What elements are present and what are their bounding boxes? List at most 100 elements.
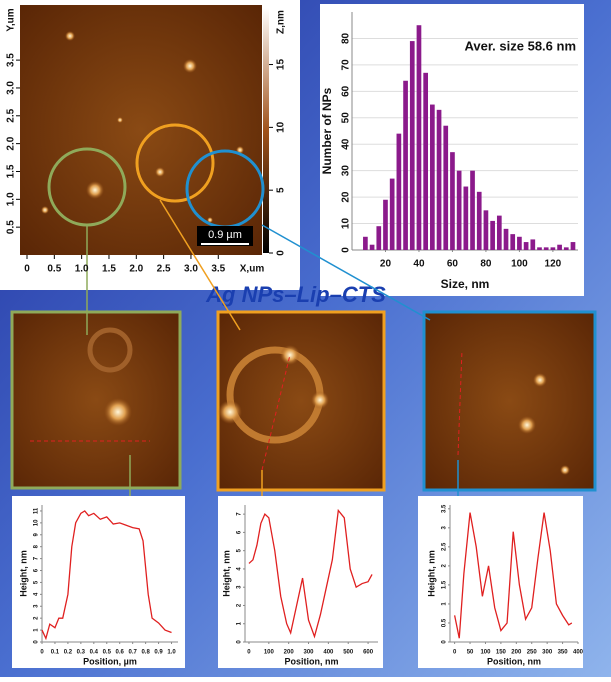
y-tick-label: 8 [34,544,40,548]
bar [383,199,388,250]
bar [436,109,442,250]
y-tick-label: 10 [341,218,352,230]
y-tick-label: 0 [237,640,243,644]
x-tick-label: 2.0 [129,264,143,275]
y-tick-label: 0 [34,640,40,644]
y-tick-label: 40 [341,138,352,150]
x-axis-label: Position, nm [487,656,541,666]
figure-title: Ag NPs–Lip–CTS [205,282,386,307]
x-tick-label: 300 [304,650,315,656]
x-tick-label: 0.9 [154,650,163,656]
x-tick-label: 1.5 [102,264,116,275]
y-tick-label: 4 [34,592,40,596]
x-tick-label: 0.1 [51,650,60,656]
bar [563,247,569,250]
x-tick-label: 400 [323,650,334,656]
z-axis-label: Z,nm [276,10,287,34]
scale-bar-box [197,226,253,246]
y-tick-label: 30 [341,165,352,177]
bar [409,41,415,250]
bar [570,242,576,250]
y-tick-label: 6 [34,568,40,572]
z-tick-label: 10 [276,121,287,133]
y-tick-label: 10 [34,519,40,526]
x-tick-label: 0 [453,650,457,656]
y-tick-label: 80 [341,32,352,44]
colorbar [263,8,269,253]
bar [450,152,455,250]
x-tick-label: 0.2 [64,650,73,656]
x-tick-label: 200 [511,650,522,656]
bar [416,25,422,250]
x-tick-label: 300 [542,650,553,656]
y-tick-label: 0 [442,640,448,644]
x-tick-label: 0 [40,650,44,656]
x-tick-label: 1.0 [167,650,176,656]
afm-image [20,5,262,255]
y-tick-label: 60 [341,85,352,97]
y-tick-label: 2 [442,564,448,568]
y-axis-label: Y,um [6,8,17,31]
y-axis-label: Height, nm [426,550,436,597]
y-tick-label: 70 [341,59,352,71]
y-tick-label: 2 [237,603,243,607]
y-tick-label: 3 [34,604,40,608]
x-tick-label: 0 [247,650,251,656]
bar [363,236,368,250]
bar [423,72,429,250]
y-tick-label: 0 [341,247,352,253]
x-tick-label: 400 [573,650,584,656]
y-tick-label: 5 [237,548,243,552]
x-tick-label: 0.5 [103,650,112,656]
bar [496,215,502,250]
zoom-images [10,310,597,492]
profile-line [248,508,373,639]
x-tick-label: 60 [447,259,459,270]
bar [537,247,542,250]
x-tick-label: 600 [363,650,374,656]
bar [463,186,469,250]
bar [396,133,402,250]
bar [557,244,562,250]
region-circle [135,123,215,203]
y-tick-label: 5 [34,580,40,584]
bar [403,80,408,250]
bar [430,104,435,250]
x-tick-label: 0 [24,264,30,275]
x-tick-label: 0.7 [128,650,137,656]
x-tick-label: 20 [380,259,392,270]
y-tick-label: 3.0 [6,81,17,95]
x-tick-label: 2.5 [157,264,171,275]
y-tick-label: 0.5 [442,618,448,627]
bar [503,228,509,250]
bar [443,125,449,250]
y-tick-label: 1.5 [442,580,448,589]
bar [543,247,549,250]
x-tick-label: 150 [496,650,507,656]
x-axis-label: Position, nm [285,656,339,666]
x-tick-label: 100 [511,259,528,270]
x-tick-label: 40 [413,259,425,270]
bar [510,234,516,250]
bar [456,170,462,250]
x-tick-label: 0.3 [77,650,86,656]
y-tick-label: 3 [442,526,448,530]
y-tick-label: 7 [237,512,243,516]
x-tick-label: 0.6 [116,650,125,656]
y-tick-label: 7 [34,556,40,560]
bar [490,220,495,250]
x-tick-label: 250 [527,650,538,656]
x-tick-label: 200 [284,650,295,656]
scale-bar-label: 0.9 µm [208,229,242,241]
y-tick-label: 0.5 [6,220,17,234]
y-tick-label: 9 [34,532,40,536]
x-tick-label: 0.4 [90,650,99,656]
bar [483,210,489,250]
bar [550,247,556,250]
y-tick-label: 1.0 [6,192,17,206]
y-tick-label: 20 [341,191,352,203]
x-axis-label: X,um [240,264,265,275]
x-axis-label: Size, nm [441,277,490,291]
